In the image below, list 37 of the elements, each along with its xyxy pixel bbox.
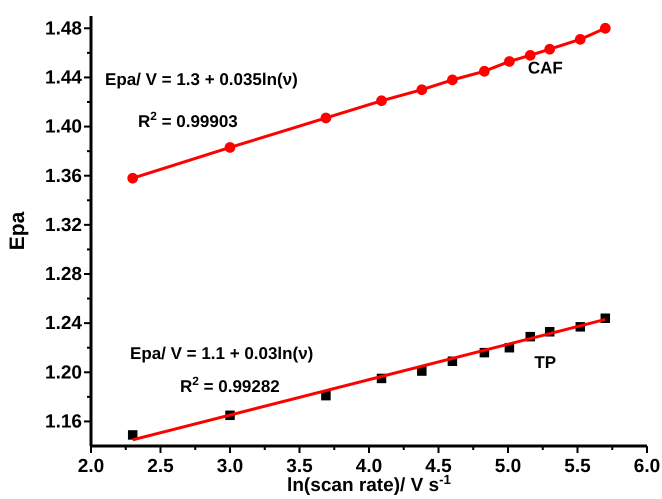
x-tick-label: 3.0 bbox=[216, 456, 244, 478]
point bbox=[447, 74, 458, 86]
y-tick-label: 1.48 bbox=[45, 18, 82, 40]
y-tick-label: 1.28 bbox=[45, 264, 82, 286]
annotation: R$^{2}$ = 0.99903 bbox=[138, 109, 238, 131]
y-tick-label: 1.36 bbox=[45, 166, 82, 187]
point bbox=[479, 66, 490, 77]
x-tick-label: 5.0 bbox=[494, 456, 522, 478]
x-tick-label: 3.5 bbox=[286, 456, 314, 478]
x-tick-label: 6.0 bbox=[634, 456, 660, 478]
y-tick-label: 1.16 bbox=[45, 412, 82, 433]
x-tick-label: 2.5 bbox=[147, 456, 174, 478]
y-tick-label: 1.32 bbox=[45, 214, 82, 236]
x-tick-label: 5.5 bbox=[564, 456, 592, 478]
point bbox=[524, 50, 536, 61]
series-label: TP bbox=[534, 353, 556, 372]
y-tick-label: 1.20 bbox=[45, 362, 82, 384]
y-axis-title: Epa bbox=[6, 211, 29, 250]
point bbox=[376, 95, 387, 106]
y-tick-label: 1.44 bbox=[45, 68, 82, 89]
point bbox=[544, 44, 556, 55]
point bbox=[127, 172, 138, 184]
x-tick-label: 2.0 bbox=[78, 456, 104, 478]
annotation: Epa/ V = 1.3 + 0.035ln(ν) bbox=[105, 70, 298, 89]
point bbox=[320, 112, 332, 124]
point bbox=[416, 84, 428, 96]
point bbox=[128, 430, 138, 440]
annotation: Epa/ V = 1.1 + 0.03ln(ν) bbox=[130, 344, 314, 363]
x-tick-label: 4.0 bbox=[356, 456, 382, 478]
point bbox=[574, 34, 586, 45]
annotation: R$^{2}$ = 0.99282 bbox=[180, 374, 280, 396]
series-label: CAF bbox=[528, 58, 563, 78]
point bbox=[504, 56, 515, 67]
point bbox=[600, 22, 611, 34]
point bbox=[224, 142, 236, 153]
y-tick-label: 1.40 bbox=[45, 116, 82, 138]
y-tick-label: 1.24 bbox=[45, 313, 82, 334]
